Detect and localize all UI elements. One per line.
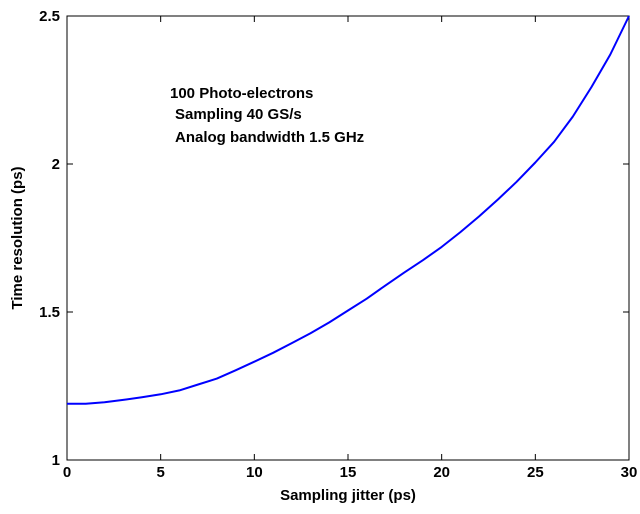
x-tick-label: 10 (246, 464, 263, 481)
x-tick-label: 5 (156, 464, 164, 481)
series-line (67, 15, 630, 405)
x-axis-label: Sampling jitter (ps) (280, 487, 416, 504)
y-tick-label: 2 (52, 156, 60, 173)
tick-labels: 0 5 10 15 20 25 30 1 1.5 2 2.5 (39, 8, 637, 481)
annotation-sampling-rate: Sampling 40 GS/s (175, 106, 302, 123)
y-axis-label: Time resolution (ps) (9, 166, 26, 309)
y-tick-label: 1.5 (39, 304, 60, 321)
series-layer (67, 15, 630, 405)
y-tick-label: 2.5 (39, 8, 60, 25)
annotation-photo-electrons: 100 Photo-electrons (170, 85, 313, 102)
y-tick-label: 1 (52, 452, 60, 469)
x-tick-label: 0 (63, 464, 71, 481)
x-tick-label: 15 (340, 464, 357, 481)
x-tick-label: 30 (621, 464, 638, 481)
annotation-analog-bandwidth: Analog bandwidth 1.5 GHz (175, 129, 364, 146)
plot-area (66, 15, 630, 461)
ticks (66, 15, 630, 461)
x-tick-label: 25 (527, 464, 544, 481)
x-tick-label: 20 (433, 464, 450, 481)
